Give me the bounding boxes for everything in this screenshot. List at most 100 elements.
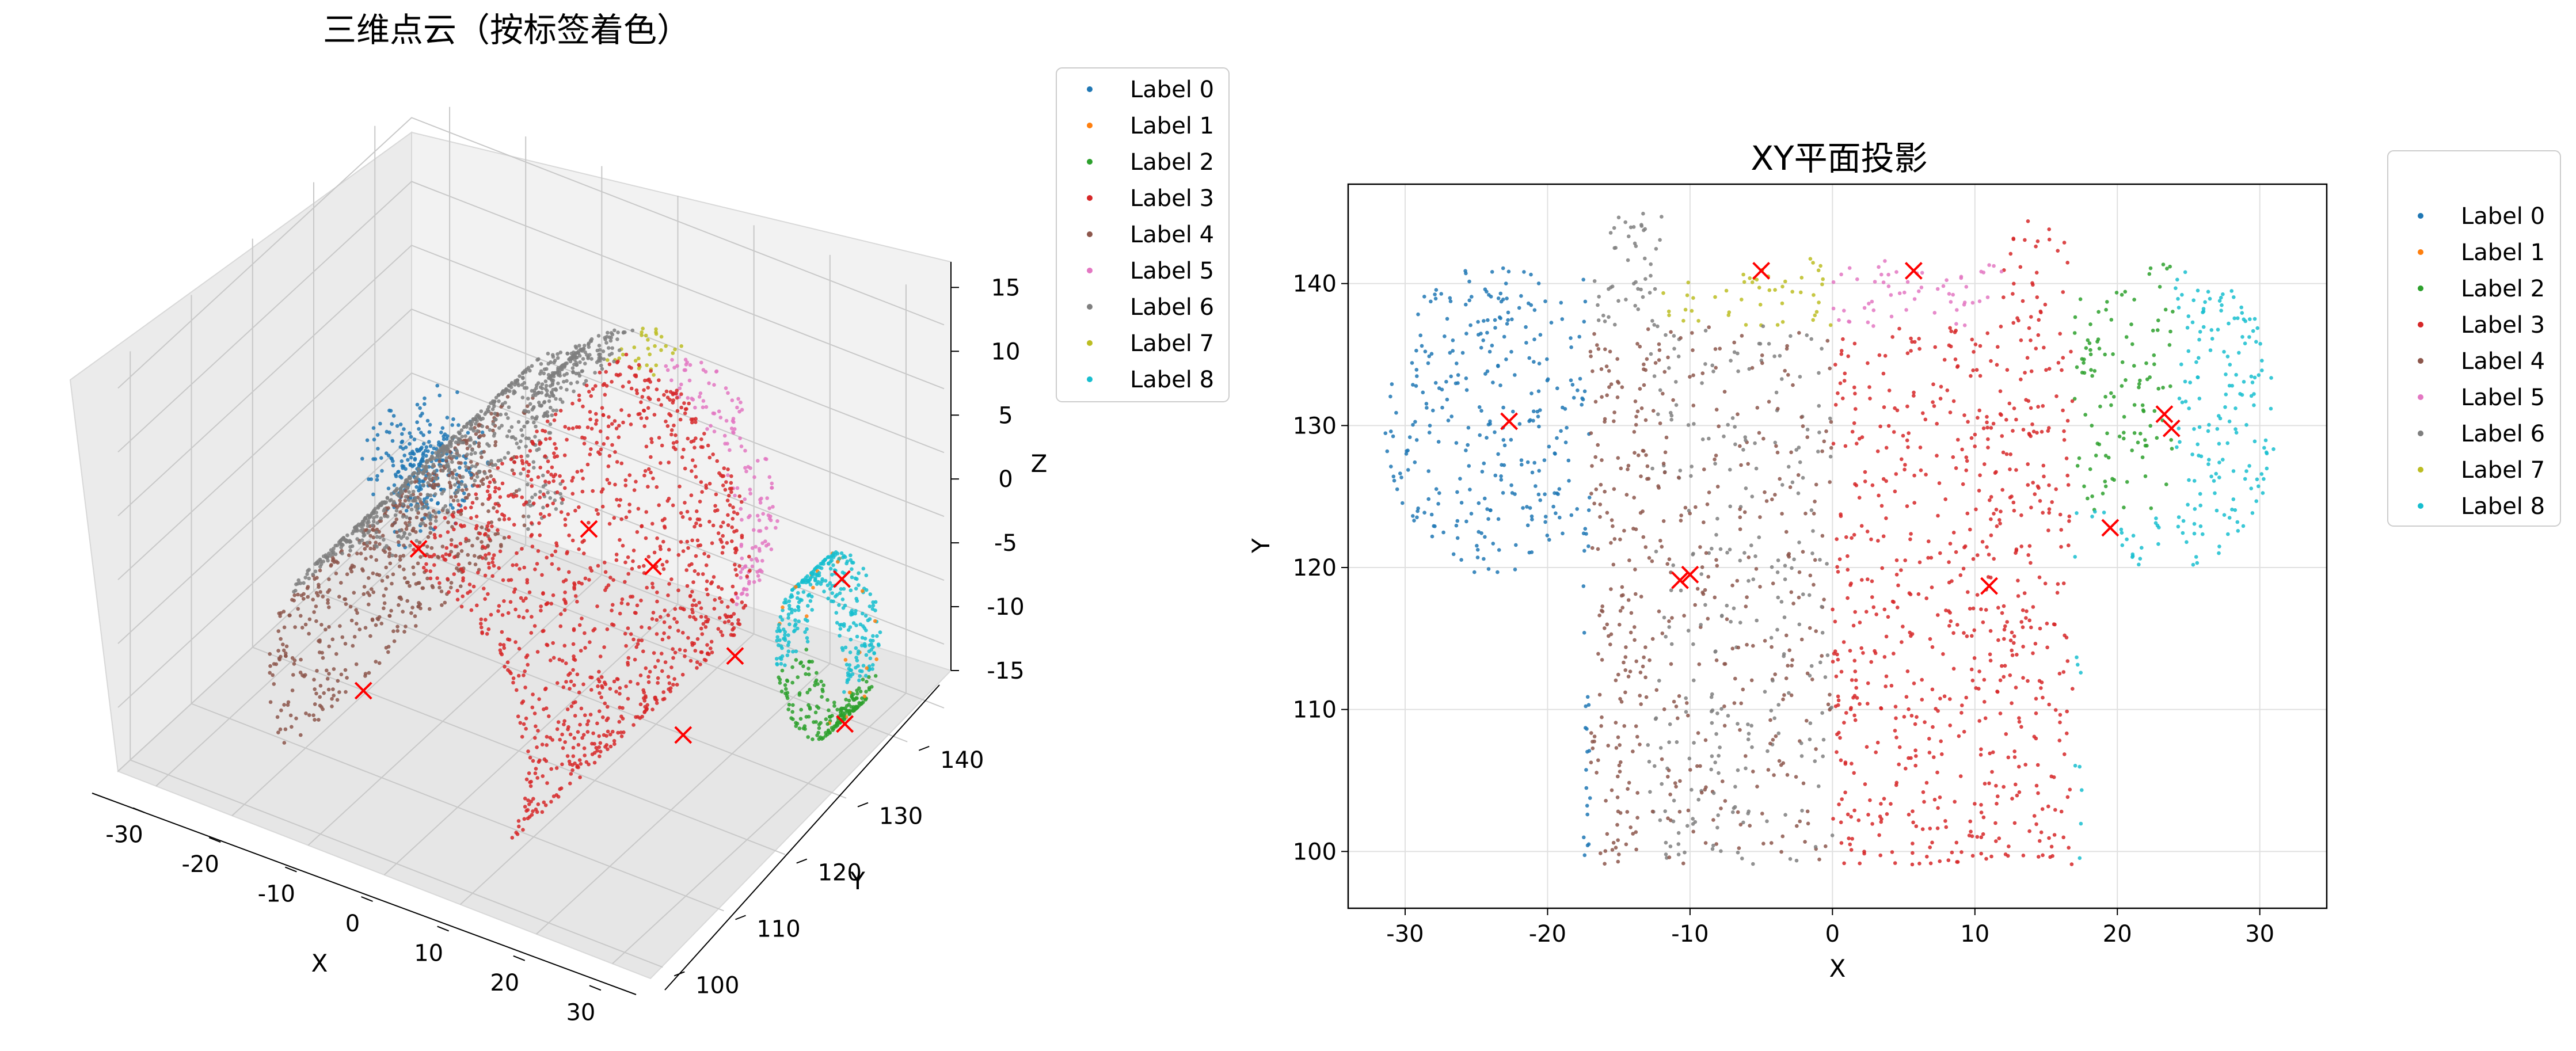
point-label-0 (408, 441, 412, 446)
point-label-4 (414, 582, 418, 586)
tick-mark (437, 926, 450, 932)
point-label-3 (1867, 385, 1871, 389)
point-label-6 (530, 389, 534, 393)
point-label-3 (640, 625, 644, 629)
point-label-3 (2029, 561, 2033, 565)
point-label-0 (1537, 361, 1542, 365)
point-label-6 (466, 421, 470, 425)
point-label-8 (871, 600, 875, 604)
point-label-0 (1582, 835, 1586, 840)
point-label-3 (452, 555, 456, 559)
point-label-5 (1870, 299, 1874, 304)
point-label-8 (857, 678, 861, 683)
point-label-4 (335, 698, 340, 702)
point-label-2 (777, 675, 781, 680)
point-label-3 (601, 383, 606, 387)
point-label-4 (1746, 555, 1751, 559)
point-label-5 (771, 505, 775, 509)
point-label-4 (313, 718, 317, 722)
point-label-3 (1894, 472, 1898, 476)
point-label-4 (284, 651, 288, 656)
point-label-4 (315, 669, 319, 673)
point-label-3 (688, 594, 692, 599)
point-label-3 (1866, 681, 1870, 686)
point-label-3 (493, 502, 498, 506)
point-label-3 (1840, 797, 1844, 801)
point-label-3 (455, 597, 460, 601)
point-label-3 (680, 515, 685, 519)
point-label-3 (1902, 715, 1907, 719)
point-label-4 (493, 532, 497, 536)
point-label-6 (524, 409, 528, 413)
point-label-4 (436, 554, 440, 559)
point-label-4 (1626, 463, 1631, 468)
point-label-3 (2033, 642, 2038, 646)
point-label-0 (1429, 352, 1434, 356)
point-label-3 (2023, 371, 2027, 375)
point-label-6 (1810, 551, 1814, 555)
point-label-4 (329, 563, 333, 568)
point-label-4 (343, 597, 347, 601)
point-label-8 (813, 572, 817, 576)
point-label-3 (1936, 806, 1940, 810)
point-label-3 (1853, 718, 1858, 722)
point-label-3 (691, 615, 696, 619)
point-label-3 (548, 436, 552, 441)
point-label-2 (2082, 361, 2086, 365)
point-label-3 (683, 466, 687, 471)
point-label-3 (486, 497, 490, 501)
point-label-4 (1616, 774, 1620, 779)
point-label-4 (322, 691, 326, 695)
point-label-6 (455, 449, 459, 454)
point-label-3 (1965, 634, 1969, 638)
point-label-8 (850, 575, 854, 580)
point-label-6 (1649, 262, 1653, 266)
point-label-2 (867, 675, 871, 679)
point-label-3 (661, 690, 665, 694)
point-label-4 (387, 614, 391, 618)
point-label-3 (1917, 337, 1921, 341)
point-label-3 (589, 447, 593, 451)
point-label-3 (497, 604, 501, 608)
point-label-3 (1837, 557, 1842, 561)
point-label-3 (576, 742, 581, 747)
point-label-5 (714, 370, 718, 374)
point-label-0 (1493, 318, 1497, 322)
point-label-0 (463, 461, 467, 465)
point-label-6 (430, 514, 435, 519)
point-label-4 (360, 567, 364, 572)
point-label-8 (862, 643, 867, 648)
point-label-3 (530, 705, 535, 710)
point-label-4 (480, 525, 484, 530)
point-label-0 (391, 459, 395, 463)
point-label-3 (690, 603, 695, 607)
point-label-3 (1962, 545, 1966, 550)
point-label-6 (604, 341, 608, 345)
point-label-7 (1812, 293, 1816, 297)
point-label-3 (748, 569, 752, 573)
point-label-6 (1775, 570, 1780, 574)
point-label-7 (653, 344, 657, 348)
point-label-4 (334, 572, 338, 576)
point-label-3 (638, 702, 643, 706)
point-label-3 (2008, 638, 2013, 642)
point-label-3 (606, 436, 610, 440)
point-label-6 (1607, 315, 1611, 319)
point-label-6 (548, 384, 553, 388)
point-label-3 (603, 561, 607, 565)
point-label-3 (490, 524, 494, 528)
point-label-8 (2234, 372, 2238, 377)
point-label-7 (1783, 279, 1787, 284)
point-label-3 (593, 384, 598, 388)
point-label-3 (1866, 813, 1870, 817)
point-label-3 (653, 665, 657, 669)
point-label-2 (827, 708, 831, 713)
point-label-8 (2153, 521, 2158, 525)
point-label-7 (1816, 268, 1821, 273)
point-label-3 (661, 539, 665, 544)
point-label-4 (1591, 546, 1595, 550)
point-label-3 (624, 684, 628, 688)
point-label-3 (509, 457, 513, 462)
point-label-3 (2061, 356, 2065, 360)
point-label-4 (429, 546, 434, 550)
